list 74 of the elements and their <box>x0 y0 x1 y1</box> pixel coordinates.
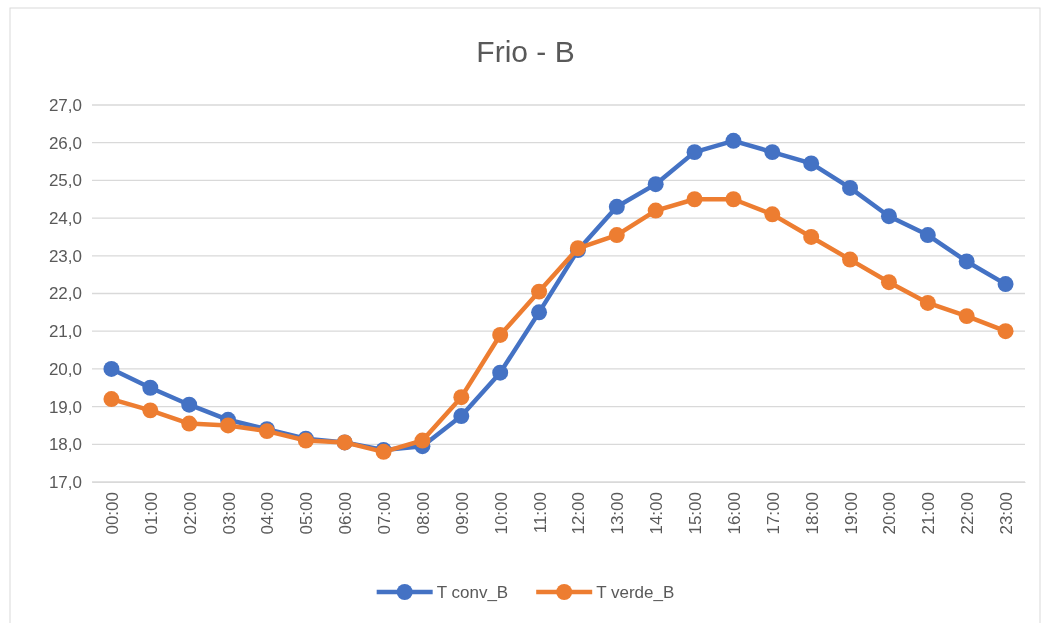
point <box>880 274 897 291</box>
y-tick-label: 17,0 <box>48 472 82 492</box>
x-tick-label: 03:00 <box>219 492 239 535</box>
point <box>764 206 781 223</box>
point <box>453 389 470 406</box>
x-tick-label: 21:00 <box>919 492 939 535</box>
point <box>764 144 781 161</box>
legend-label: T conv_B <box>436 582 509 602</box>
x-tick-label: 00:00 <box>102 492 122 535</box>
point <box>919 227 936 244</box>
point <box>686 144 703 161</box>
y-tick-label: 24,0 <box>48 209 82 229</box>
point <box>958 308 975 325</box>
y-tick-label: 26,0 <box>48 133 82 153</box>
x-tick-label: 20:00 <box>880 492 900 535</box>
y-tick-label: 20,0 <box>48 359 82 379</box>
point <box>181 415 198 432</box>
point <box>531 304 548 321</box>
point <box>414 432 431 449</box>
point <box>997 276 1014 293</box>
point <box>103 360 120 377</box>
point <box>803 228 820 245</box>
x-tick-label: 09:00 <box>452 492 472 535</box>
x-tick-label: 14:00 <box>647 492 667 535</box>
point <box>531 283 548 300</box>
point <box>686 191 703 208</box>
y-tick-label: 18,0 <box>48 435 82 455</box>
y-tick-label: 25,0 <box>48 171 82 191</box>
point <box>647 202 664 219</box>
point <box>647 176 664 193</box>
point <box>803 155 820 172</box>
x-tick-label: 11:00 <box>530 492 550 534</box>
y-tick-label: 27,0 <box>48 95 82 115</box>
x-tick-label: 10:00 <box>491 492 511 535</box>
point <box>142 379 159 396</box>
x-tick-label: 18:00 <box>802 492 822 535</box>
y-tick-label: 23,0 <box>48 246 82 266</box>
x-tick-label: 08:00 <box>413 492 433 535</box>
x-tick-label: 19:00 <box>841 492 861 535</box>
x-tick-label: 13:00 <box>608 492 628 535</box>
point <box>997 323 1014 340</box>
x-tick-label: 06:00 <box>336 492 356 535</box>
point <box>453 408 470 424</box>
legend-label: T verde_B <box>596 582 675 602</box>
chart-title: Frio - B <box>476 35 575 68</box>
point <box>842 251 859 268</box>
point <box>725 191 742 208</box>
y-tick-label: 19,0 <box>48 397 82 417</box>
x-tick-label: 15:00 <box>686 492 706 535</box>
point <box>725 132 742 149</box>
point <box>842 179 859 196</box>
point <box>220 417 237 434</box>
point <box>608 227 625 244</box>
y-tick-label: 22,0 <box>48 284 82 304</box>
y-tick-label: 21,0 <box>48 322 82 342</box>
point <box>492 364 509 381</box>
point <box>181 396 198 413</box>
x-tick-label: 05:00 <box>297 492 317 535</box>
x-tick-label: 04:00 <box>258 492 278 535</box>
point <box>958 253 975 270</box>
x-tick-label: 16:00 <box>724 492 744 535</box>
point <box>919 294 936 311</box>
x-tick-label: 02:00 <box>180 492 200 535</box>
point <box>608 198 625 215</box>
x-tick-label: 23:00 <box>997 492 1017 535</box>
point <box>880 208 897 225</box>
x-tick-label: 17:00 <box>763 492 783 535</box>
x-tick-label: 01:00 <box>141 492 161 535</box>
point <box>103 391 120 408</box>
point <box>492 327 509 343</box>
x-tick-label: 12:00 <box>569 492 589 535</box>
point <box>142 402 159 419</box>
x-tick-label: 07:00 <box>375 492 395 535</box>
x-tick-label: 22:00 <box>958 492 978 535</box>
